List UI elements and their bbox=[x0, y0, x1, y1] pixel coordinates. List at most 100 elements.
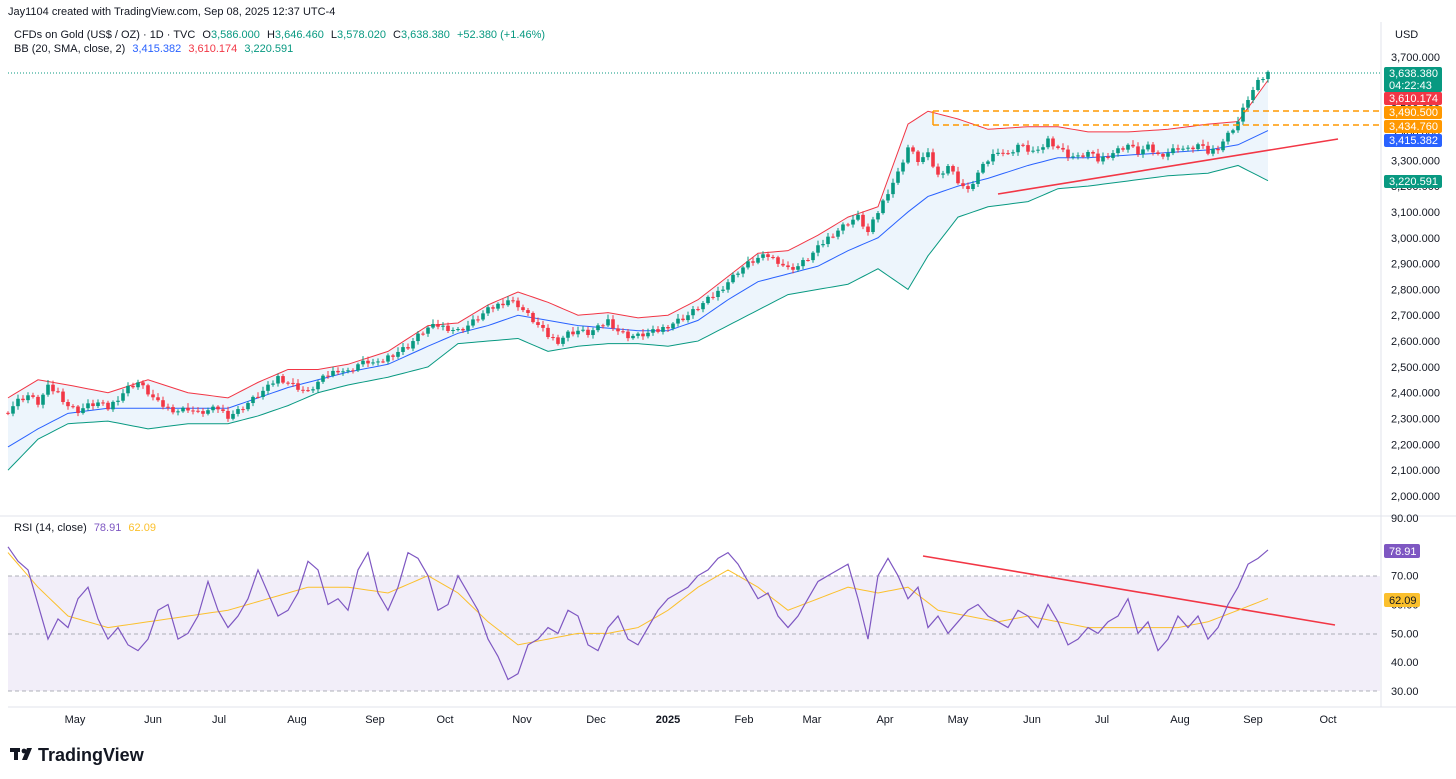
bb-label[interactable]: BB (20, SMA, close, 2) bbox=[14, 43, 125, 55]
candle bbox=[1006, 150, 1010, 155]
candle bbox=[1166, 148, 1170, 161]
candle bbox=[326, 371, 330, 379]
bb-lower-value: 3,220.591 bbox=[244, 43, 293, 55]
price-tick-label: 2,200.000 bbox=[1391, 439, 1440, 451]
candle bbox=[266, 381, 270, 395]
candle bbox=[1041, 144, 1045, 154]
candle bbox=[366, 356, 370, 368]
candle bbox=[1076, 152, 1080, 160]
candle bbox=[1246, 96, 1250, 110]
candle bbox=[241, 406, 245, 413]
candle bbox=[71, 404, 75, 409]
symbol-name[interactable]: CFDs on Gold (US$ / OZ) · 1D · TVC bbox=[14, 29, 195, 41]
candle bbox=[456, 326, 460, 332]
candle bbox=[1156, 150, 1160, 156]
rsi-value: 78.91 bbox=[94, 522, 122, 534]
candle bbox=[716, 286, 720, 301]
candle bbox=[1016, 142, 1020, 156]
candle bbox=[981, 161, 985, 175]
time-tick-label: Jun bbox=[1023, 714, 1041, 726]
candle bbox=[1061, 143, 1065, 153]
candle bbox=[611, 315, 615, 331]
legend-rsi: RSI (14, close) 78.91 62.09 bbox=[14, 522, 156, 534]
candle bbox=[781, 259, 785, 267]
candle bbox=[1191, 145, 1195, 153]
candle bbox=[1121, 146, 1125, 152]
candle bbox=[356, 362, 360, 372]
time-axis[interactable]: May Jun Jul Aug Sep Oct Nov Dec 2025 Feb Mar Apr May… bbox=[65, 714, 1337, 726]
candle bbox=[1256, 77, 1260, 92]
candle bbox=[1051, 136, 1055, 150]
candle bbox=[441, 322, 445, 331]
candle bbox=[601, 323, 605, 329]
candle bbox=[741, 265, 745, 278]
candle bbox=[176, 409, 180, 416]
time-tick-label: Jul bbox=[212, 714, 226, 726]
candle bbox=[141, 380, 145, 389]
price-tag-text: 3,220.591 bbox=[1389, 176, 1438, 188]
candle bbox=[746, 256, 750, 270]
candle bbox=[796, 263, 800, 272]
time-tick-label: Nov bbox=[512, 714, 532, 726]
candle bbox=[11, 401, 15, 417]
candle bbox=[36, 394, 40, 408]
high-value: 3,646.460 bbox=[275, 29, 324, 41]
candle bbox=[1031, 146, 1035, 154]
candle bbox=[186, 403, 190, 414]
candle bbox=[341, 368, 345, 376]
candle bbox=[541, 320, 545, 332]
time-tick-label: 2025 bbox=[656, 714, 680, 726]
currency-label[interactable]: USD bbox=[1395, 29, 1418, 41]
price-tick-label: 2,500.000 bbox=[1391, 362, 1440, 374]
candle bbox=[301, 386, 305, 394]
candle bbox=[921, 152, 925, 165]
candle bbox=[436, 319, 440, 330]
candle bbox=[686, 311, 690, 323]
time-tick-label: Oct bbox=[436, 714, 453, 726]
candle bbox=[1231, 128, 1235, 135]
candle bbox=[931, 148, 935, 169]
candle bbox=[661, 324, 665, 335]
candle bbox=[516, 297, 520, 311]
time-tick-label: Dec bbox=[586, 714, 606, 726]
candle bbox=[1131, 140, 1135, 148]
candle bbox=[806, 257, 810, 262]
price-axis[interactable]: 3,700.0003,600.0003,500.0003,400.0003,30… bbox=[1391, 52, 1440, 503]
candle bbox=[556, 334, 560, 346]
candle bbox=[406, 343, 410, 351]
rsi-label[interactable]: RSI (14, close) bbox=[14, 522, 87, 534]
candle bbox=[941, 170, 945, 179]
candle bbox=[41, 393, 45, 409]
rsi-tag-text: 62.09 bbox=[1389, 595, 1417, 607]
time-tick-label: May bbox=[65, 714, 86, 726]
support-trendline[interactable] bbox=[997, 138, 1339, 195]
price-tick-label: 2,800.000 bbox=[1391, 284, 1440, 296]
candle bbox=[26, 392, 30, 404]
price-tag-text: 3,434.760 bbox=[1389, 121, 1438, 133]
candle bbox=[411, 337, 415, 352]
candle bbox=[961, 179, 965, 189]
time-tick-label: Sep bbox=[1243, 714, 1263, 726]
candle bbox=[531, 311, 535, 324]
candle bbox=[101, 399, 105, 406]
candle bbox=[891, 178, 895, 198]
drawings[interactable] bbox=[8, 72, 1380, 626]
candle bbox=[21, 395, 25, 403]
candle bbox=[736, 271, 740, 278]
rsi-trendline[interactable] bbox=[922, 555, 1336, 626]
price-tag: 3,490.500 bbox=[1384, 106, 1442, 119]
candle bbox=[291, 378, 295, 387]
candle bbox=[526, 308, 530, 317]
candle bbox=[271, 380, 275, 387]
candle bbox=[31, 392, 35, 399]
candle bbox=[311, 386, 315, 394]
time-tick-label: Jun bbox=[144, 714, 162, 726]
candle bbox=[56, 387, 60, 394]
candle bbox=[911, 145, 915, 155]
candle bbox=[846, 222, 850, 227]
candle bbox=[1211, 145, 1215, 157]
candle bbox=[316, 379, 320, 393]
legend-ohlc: CFDs on Gold (US$ / OZ) · 1D · TVC O3,58… bbox=[14, 29, 545, 41]
candle bbox=[996, 148, 1000, 157]
